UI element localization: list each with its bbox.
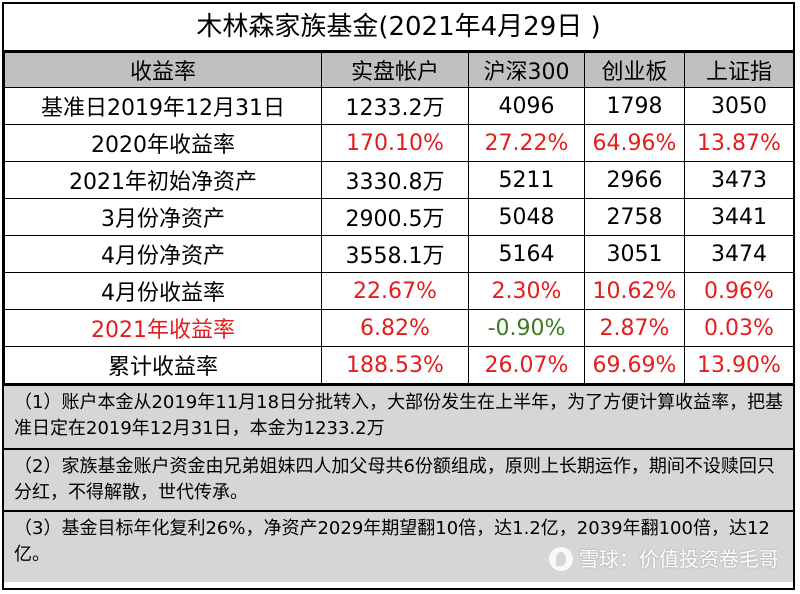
- table-cell: 64.96%: [584, 124, 685, 162]
- table-row: 累计收益率 188.53% 26.07% 69.69% 13.90%: [4, 346, 794, 384]
- table-cell: 0.03%: [684, 309, 794, 347]
- table-cell: 10.62%: [584, 272, 685, 310]
- note-3-text: （3）基金目标年化复利26%，净资产2029年期望翻10倍，达1.2亿，2039…: [14, 518, 770, 565]
- table-cell: 5211: [468, 161, 585, 199]
- note-3: （3）基金目标年化复利26%，净资产2029年期望翻10倍，达1.2亿，2039…: [4, 510, 793, 582]
- table-cell: 6.82%: [321, 309, 469, 347]
- sheet-title: 木林森家族基金(2021年4月29日 ): [4, 4, 793, 52]
- table-cell: 2.87%: [584, 309, 685, 347]
- table-cell: 1798: [584, 87, 685, 125]
- table-row: 基准日2019年12月31日 1233.2万 4096 1798 3050: [4, 87, 794, 125]
- snowball-logo-icon: [549, 547, 573, 571]
- table-cell: 5048: [468, 198, 585, 236]
- header-cell: 上证指: [684, 52, 794, 88]
- table-cell: 3473: [684, 161, 794, 199]
- table-cell: -0.90%: [468, 309, 585, 347]
- table-cell: 2966: [584, 161, 685, 199]
- row-label: 2021年初始净资产: [4, 161, 322, 199]
- table-cell: 2758: [584, 198, 685, 236]
- row-label: 2021年收益率: [4, 309, 322, 347]
- note-2: （2）家族基金账户资金由兄弟姐妹四人加父母共6份额组成，原则上长期运作，期间不设…: [4, 448, 793, 510]
- returns-table: 收益率 实盘帐户 沪深300 创业板 上证指 基准日2019年12月31日 12…: [4, 52, 794, 384]
- table-cell: 4096: [468, 87, 585, 125]
- row-label: 4月份净资产: [4, 235, 322, 273]
- table-cell: 2.30%: [468, 272, 585, 310]
- table-cell: 0.96%: [684, 272, 794, 310]
- table-cell: 22.67%: [321, 272, 469, 310]
- table-cell: 3051: [584, 235, 685, 273]
- table-cell: 3330.8万: [321, 161, 469, 199]
- table-row: 2021年初始净资产 3330.8万 5211 2966 3473: [4, 161, 794, 199]
- table-row: 2021年收益率 6.82% -0.90% 2.87% 0.03%: [4, 309, 794, 347]
- note-1: （1）账户本金从2019年11月18日分批转入，大部份发生在上半年，为了方便计算…: [4, 384, 793, 448]
- row-label: 3月份净资产: [4, 198, 322, 236]
- table-cell: 5164: [468, 235, 585, 273]
- table-row: 3月份净资产 2900.5万 5048 2758 3441: [4, 198, 794, 236]
- watermark-text: 雪球：价值投资卷毛哥: [579, 547, 779, 571]
- table-cell: 27.22%: [468, 124, 585, 162]
- watermark: 雪球：价值投资卷毛哥: [549, 546, 779, 572]
- row-label: 基准日2019年12月31日: [4, 87, 322, 125]
- table-row: 4月份收益率 22.67% 2.30% 10.62% 0.96%: [4, 272, 794, 310]
- header-cell: 沪深300: [468, 52, 585, 88]
- table-cell: 13.90%: [684, 346, 794, 384]
- header-cell: 实盘帐户: [321, 52, 469, 88]
- table-header-row: 收益率 实盘帐户 沪深300 创业板 上证指: [4, 52, 794, 88]
- row-label: 2020年收益率: [4, 124, 322, 162]
- table-cell: 3558.1万: [321, 235, 469, 273]
- table-cell: 188.53%: [321, 346, 469, 384]
- table-cell: 3050: [684, 87, 794, 125]
- row-label: 4月份收益率: [4, 272, 322, 310]
- table-cell: 13.87%: [684, 124, 794, 162]
- table-cell: 170.10%: [321, 124, 469, 162]
- table-cell: 2900.5万: [321, 198, 469, 236]
- header-cell: 收益率: [4, 52, 322, 88]
- row-label: 累计收益率: [4, 346, 322, 384]
- table-cell: 3441: [684, 198, 794, 236]
- table-cell: 3474: [684, 235, 794, 273]
- table-row: 2020年收益率 170.10% 27.22% 64.96% 13.87%: [4, 124, 794, 162]
- table-cell: 1233.2万: [321, 87, 469, 125]
- header-cell: 创业板: [584, 52, 685, 88]
- table-row: 4月份净资产 3558.1万 5164 3051 3474: [4, 235, 794, 273]
- table-cell: 69.69%: [584, 346, 685, 384]
- table-cell: 26.07%: [468, 346, 585, 384]
